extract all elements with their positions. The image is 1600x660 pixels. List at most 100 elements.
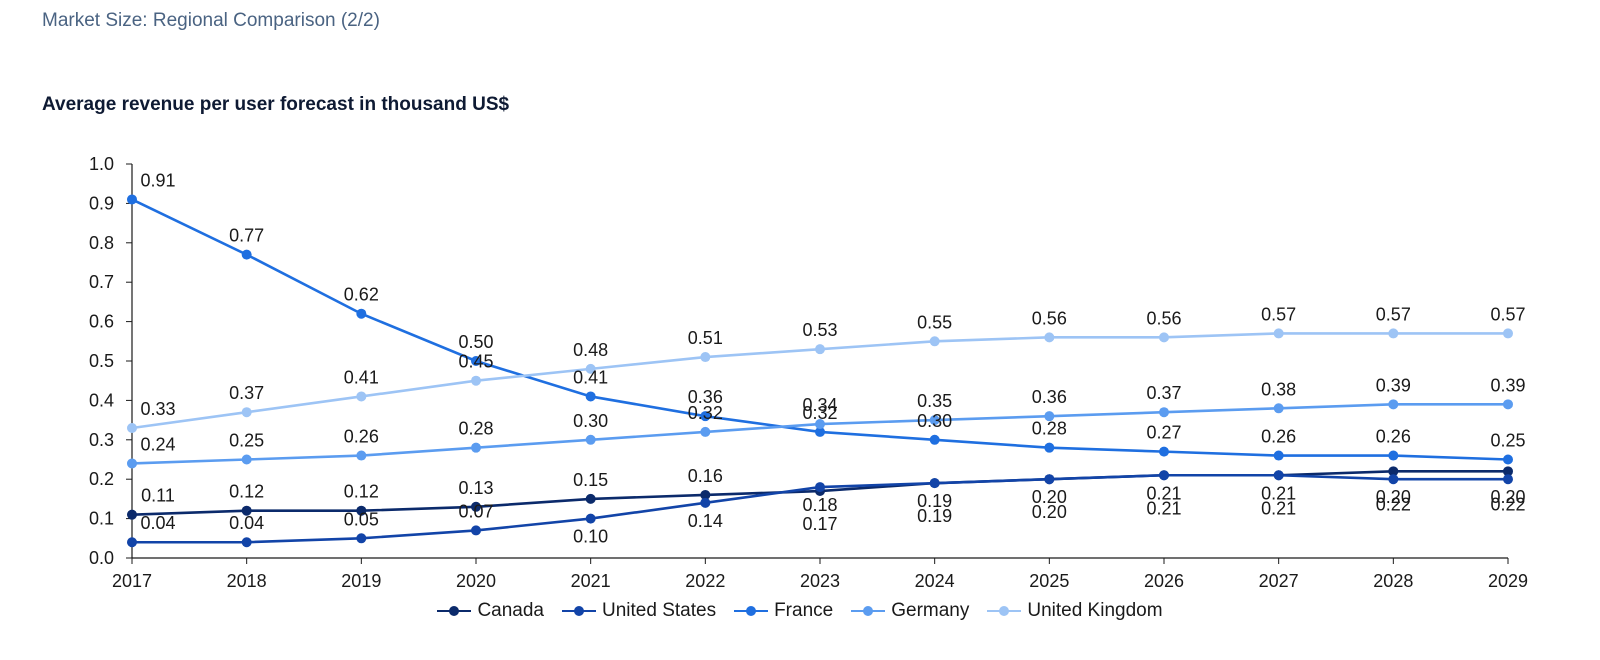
data-label: 0.35 <box>917 391 952 411</box>
data-point <box>1503 474 1513 485</box>
data-point <box>1159 470 1169 481</box>
data-point <box>471 525 481 536</box>
data-label: 0.17 <box>802 514 837 534</box>
data-point <box>127 194 137 205</box>
data-point <box>700 411 711 422</box>
legend-swatch <box>987 605 1022 617</box>
x-tick-label: 2019 <box>341 571 381 591</box>
data-point <box>1388 399 1399 410</box>
legend-swatch <box>562 605 596 617</box>
data-point <box>1044 411 1055 422</box>
data-label: 0.27 <box>1146 423 1181 443</box>
data-label: 0.25 <box>229 431 264 451</box>
data-label: 0.07 <box>458 501 493 521</box>
legend-swatch <box>851 605 886 617</box>
data-label: 0.20 <box>1032 502 1067 522</box>
x-tick-label: 2021 <box>571 571 611 591</box>
legend-item[interactable]: Canada <box>437 600 544 622</box>
x-tick-label: 2017 <box>112 571 152 591</box>
data-point <box>815 482 825 493</box>
y-tick-label: 0.1 <box>89 509 114 529</box>
data-label: 0.28 <box>458 419 493 439</box>
data-point <box>127 509 137 520</box>
data-label: 0.39 <box>1376 375 1411 395</box>
data-point <box>241 249 252 260</box>
legend-label: United States <box>602 600 717 621</box>
data-point <box>700 497 711 508</box>
legend-item[interactable]: United Kingdom <box>987 600 1163 622</box>
data-point <box>700 489 711 500</box>
y-tick-label: 0.3 <box>89 430 114 450</box>
data-label: 0.20 <box>1490 487 1525 507</box>
data-label: 0.57 <box>1376 304 1411 324</box>
data-label: 0.14 <box>688 511 723 531</box>
data-point <box>1503 454 1513 465</box>
y-tick-label: 0.7 <box>89 272 114 292</box>
line-chart: 0.0 0.1 0.2 0.3 0.4 0.5 0.6 0.7 0.8 0.9 1.0 2017 201… <box>89 154 1528 591</box>
data-label: 0.19 <box>917 506 952 526</box>
data-label: 0.41 <box>344 367 379 387</box>
data-label: 0.26 <box>1261 427 1296 447</box>
data-point <box>585 513 596 524</box>
data-label: 0.04 <box>140 513 175 533</box>
data-label: 0.41 <box>573 367 608 387</box>
data-label: 0.22 <box>1490 494 1525 514</box>
data-point <box>1159 446 1169 457</box>
data-point <box>241 537 252 548</box>
data-point <box>1273 450 1284 461</box>
legend-swatch <box>437 605 472 617</box>
data-label: 0.53 <box>802 320 837 340</box>
data-label: 0.21 <box>1146 483 1181 503</box>
data-point <box>356 505 367 516</box>
x-tick-label: 2022 <box>685 571 725 591</box>
data-point <box>471 356 481 366</box>
data-label: 0.21 <box>1261 498 1296 518</box>
data-label: 0.18 <box>802 495 837 515</box>
legend-item[interactable]: Germany <box>851 600 969 622</box>
data-label: 0.37 <box>229 383 264 403</box>
data-label: 0.56 <box>1146 308 1181 328</box>
data-label: 0.19 <box>917 491 952 511</box>
data-label: 0.36 <box>688 387 723 407</box>
data-point <box>471 501 481 512</box>
data-point <box>585 391 596 402</box>
data-point <box>1159 332 1169 343</box>
legend-label: United Kingdom <box>1027 600 1163 621</box>
y-tick-label: 0.9 <box>89 193 114 213</box>
data-point <box>1388 466 1399 477</box>
y-tick-label: 0.8 <box>89 233 114 253</box>
data-point <box>241 505 252 516</box>
x-tick-label: 2018 <box>227 571 267 591</box>
x-tick-label: 2026 <box>1144 571 1184 591</box>
data-label: 0.56 <box>1032 308 1067 328</box>
data-point <box>1503 328 1513 339</box>
data-label: 0.21 <box>1146 498 1181 518</box>
data-point <box>815 419 825 430</box>
legend-label: France <box>774 600 834 621</box>
data-point <box>1503 399 1513 410</box>
data-point <box>929 478 940 489</box>
data-point <box>700 352 711 363</box>
data-label: 0.33 <box>140 399 175 419</box>
legend-item[interactable]: United States <box>562 600 716 622</box>
y-tick-label: 0.0 <box>89 548 114 568</box>
data-point <box>929 415 940 426</box>
data-label: 0.20 <box>1376 487 1411 507</box>
data-label: 0.11 <box>141 486 175 506</box>
data-label: 0.57 <box>1261 304 1296 324</box>
data-point <box>356 308 367 319</box>
x-tick-label: 2025 <box>1029 571 1069 591</box>
x-tick-label: 2029 <box>1488 571 1528 591</box>
data-label: 0.05 <box>344 509 379 529</box>
data-point <box>585 493 596 504</box>
legend-item[interactable]: France <box>734 600 833 622</box>
data-point <box>471 442 481 453</box>
data-label: 0.57 <box>1490 304 1525 324</box>
data-point <box>1044 474 1055 485</box>
data-point <box>1503 466 1513 477</box>
y-tick-label: 0.6 <box>89 312 114 332</box>
data-point <box>241 407 252 418</box>
legend-swatch <box>734 605 769 617</box>
data-point <box>127 458 137 469</box>
data-point <box>356 391 367 402</box>
